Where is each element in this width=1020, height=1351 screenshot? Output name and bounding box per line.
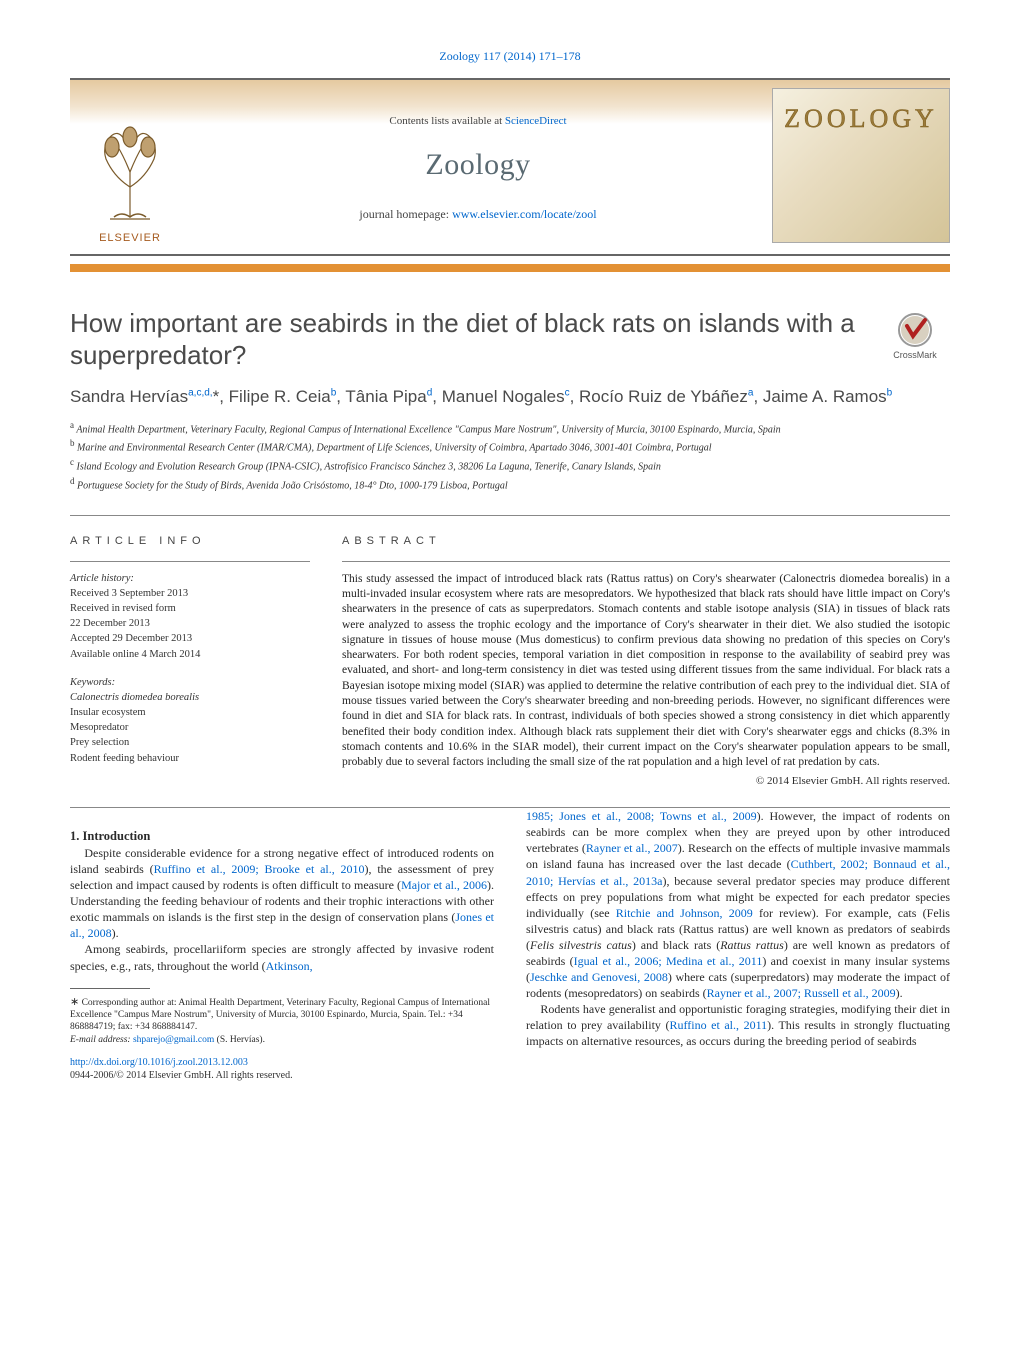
intro-para-4: Rodents have generalist and opportunisti… [526,1001,950,1049]
divider [70,561,310,562]
crossmark-label: CrossMark [893,349,937,361]
abstract-heading: abstract [342,534,950,549]
citation-link[interactable]: Ruffino et al., 2009; Brooke et al., 201… [154,862,365,876]
authors-list: Sandra Hervíasa,c,d,*, Filipe R. Ceiab, … [70,386,950,409]
author: Rocío Ruiz de Ybáñeza [579,387,753,406]
divider [70,515,950,516]
intro-para-1: Despite considerable evidence for a stro… [70,845,494,941]
divider [342,561,950,562]
author: Tânia Pipad [345,387,432,406]
author: Filipe R. Ceiab [229,387,337,406]
article-history: Article history: Received 3 September 20… [70,572,310,662]
abstract-text: This study assessed the impact of introd… [342,572,950,771]
article-info-heading: article info [70,534,310,549]
history-item: 22 December 2013 [70,617,310,631]
history-item: Accepted 29 December 2013 [70,632,310,646]
crossmark-icon [897,312,933,348]
email-footnote: E-mail address: shparejo@gmail.com (S. H… [70,1034,494,1046]
keyword: Calonectris diomedea borealis [70,691,310,705]
affiliation: d Portuguese Society for the Study of Bi… [70,475,950,493]
keyword: Rodent feeding behaviour [70,752,310,766]
keyword: Insular ecosystem [70,706,310,720]
doi-line: http://dx.doi.org/10.1016/j.zool.2013.12… [70,1056,494,1069]
homepage-line: journal homepage: www.elsevier.com/locat… [359,206,596,222]
history-label: Article history: [70,572,310,586]
journal-reference: Zoology 117 (2014) 171–178 [70,48,950,64]
keyword: Prey selection [70,736,310,750]
email-link[interactable]: shparejo@gmail.com [133,1035,214,1045]
citation-link[interactable]: Major et al., 2006 [401,878,487,892]
citation-link[interactable]: Ritchie and Johnson, 2009 [616,906,753,920]
abstract-copyright: © 2014 Elsevier GmbH. All rights reserve… [342,774,950,789]
author: Sandra Hervíasa,c,d,* [70,387,219,406]
cover-title: ZOOLOGY [784,101,938,136]
citation-link[interactable]: Rayner et al., 2007 [586,841,678,855]
journal-cover-thumb[interactable]: ZOOLOGY [766,78,950,254]
citation-link[interactable]: Ruffino et al., 2011 [669,1018,767,1032]
issn-line: 0944-2006/© 2014 Elsevier GmbH. All righ… [70,1069,494,1082]
intro-para-3: 1985; Jones et al., 2008; Towns et al., … [526,808,950,1001]
journal-title: Zoology [425,145,530,186]
article-title: How important are seabirds in the diet o… [70,308,868,371]
citation-link[interactable]: Igual et al., 2006; Medina et al., 2011 [574,954,763,968]
header-bottom-rule [70,254,950,256]
crossmark-badge[interactable]: CrossMark [880,312,950,361]
author: Manuel Nogalesc [442,387,570,406]
citation-link[interactable]: Atkinson, [266,959,313,973]
keyword: Mesopredator [70,721,310,735]
section-heading-intro: 1. Introduction [70,828,494,845]
citation-link[interactable]: 1985; Jones et al., 2008; Towns et al., … [526,809,757,823]
history-item: Received in revised form [70,602,310,616]
footnote-rule [70,988,150,989]
history-item: Received 3 September 2013 [70,587,310,601]
orange-bar [70,264,950,272]
journal-header: ELSEVIER Contents lists available at Sci… [70,78,950,256]
journal-ref-link[interactable]: Zoology 117 (2014) 171–178 [439,49,580,63]
corresponding-author-footnote: ∗ Corresponding author at: Animal Health… [70,995,494,1034]
citation-link[interactable]: Jeschke and Genovesi, 2008 [530,970,668,984]
keywords-block: Keywords: Calonectris diomedea borealisI… [70,676,310,766]
elsevier-wordmark: ELSEVIER [99,231,161,246]
doi-link[interactable]: http://dx.doi.org/10.1016/j.zool.2013.12… [70,1057,248,1068]
history-item: Available online 4 March 2014 [70,648,310,662]
author: Jaime A. Ramosb [763,387,892,406]
homepage-link[interactable]: www.elsevier.com/locate/zool [452,207,597,221]
intro-para-2: Among seabirds, procellariiform species … [70,941,494,973]
contents-line: Contents lists available at ScienceDirec… [389,114,566,129]
elsevier-tree-icon [84,117,176,227]
citation-link[interactable]: Rayner et al., 2007; Russell et al., 200… [707,986,896,1000]
affiliation: b Marine and Environmental Research Cent… [70,437,950,455]
keywords-label: Keywords: [70,676,310,690]
sciencedirect-link[interactable]: ScienceDirect [505,115,567,127]
affiliations: a Animal Health Department, Veterinary F… [70,419,950,493]
body-text: 1. Introduction Despite considerable evi… [70,808,950,1083]
affiliation: a Animal Health Department, Veterinary F… [70,419,950,437]
affiliation: c Island Ecology and Evolution Research … [70,456,950,474]
elsevier-logo[interactable]: ELSEVIER [70,78,190,254]
